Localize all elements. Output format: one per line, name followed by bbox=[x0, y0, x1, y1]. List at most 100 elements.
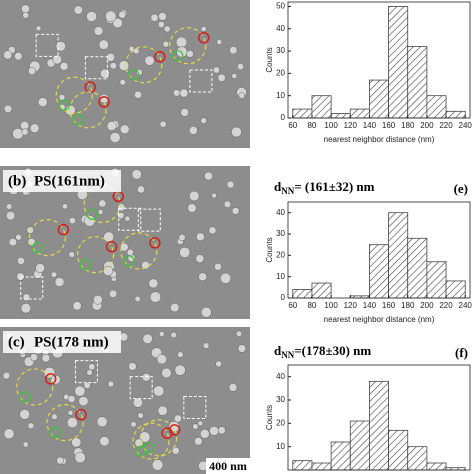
particle bbox=[142, 333, 153, 344]
particle bbox=[130, 421, 137, 428]
x-tick-label: 80 bbox=[307, 301, 316, 310]
particle bbox=[156, 354, 167, 365]
particle bbox=[151, 459, 164, 471]
particle bbox=[195, 254, 205, 263]
bar bbox=[330, 113, 351, 119]
particle bbox=[71, 437, 82, 448]
particle bbox=[35, 263, 45, 273]
square-guide bbox=[20, 276, 44, 300]
particle bbox=[188, 126, 198, 135]
particle bbox=[173, 89, 181, 97]
hexagon-guide bbox=[69, 91, 107, 129]
hexagon-guide bbox=[132, 422, 170, 460]
histogram-chart: 0 10 20 30 40 60 80 100 120 140 160 180 200 220 240 nea… bbox=[265, 179, 472, 324]
red-marker bbox=[161, 427, 173, 439]
plot-frame bbox=[287, 1, 471, 119]
particle bbox=[27, 422, 35, 430]
particle bbox=[98, 39, 109, 50]
annotation-symbol: d bbox=[274, 179, 282, 194]
annotation: dNN= (161±32) nm bbox=[274, 179, 375, 196]
green-marker bbox=[143, 442, 155, 454]
particle bbox=[214, 262, 222, 271]
particle bbox=[131, 169, 142, 180]
panel-label: (e) bbox=[454, 181, 468, 196]
red-marker bbox=[149, 237, 161, 249]
green-marker bbox=[135, 445, 147, 457]
square-guide bbox=[183, 396, 207, 420]
particle bbox=[118, 10, 127, 19]
particle bbox=[162, 40, 170, 48]
x-tick-label: 100 bbox=[324, 121, 338, 130]
particle bbox=[73, 5, 83, 15]
particle bbox=[211, 192, 217, 199]
particle bbox=[105, 10, 117, 22]
hexagon-guide bbox=[16, 368, 54, 406]
green-marker bbox=[86, 208, 98, 221]
particle bbox=[174, 364, 186, 376]
x-tick-label: 140 bbox=[363, 301, 377, 310]
particle bbox=[59, 62, 69, 71]
particle bbox=[144, 55, 155, 66]
particle bbox=[150, 13, 159, 22]
sem-image: (c) PS(178 nm) 400 nm bbox=[0, 327, 250, 474]
green-marker bbox=[172, 50, 184, 62]
plot-frame bbox=[287, 201, 471, 299]
particle bbox=[86, 11, 97, 22]
particle bbox=[231, 73, 238, 79]
particle bbox=[51, 413, 58, 420]
y-tick-label: 40 bbox=[276, 208, 285, 217]
particle bbox=[74, 451, 86, 464]
red-marker bbox=[168, 424, 181, 436]
green-marker bbox=[123, 255, 135, 267]
green-marker bbox=[31, 242, 43, 254]
particle bbox=[186, 50, 194, 58]
particle bbox=[226, 180, 235, 189]
particle bbox=[106, 121, 117, 131]
particle bbox=[212, 66, 220, 74]
bar bbox=[292, 460, 313, 471]
histogram-chart: 10 20 30 40 Counts dNN=(178±30) nm (f) bbox=[265, 343, 471, 471]
hexagon-guide bbox=[169, 27, 207, 65]
hexagon-guide bbox=[125, 46, 163, 84]
particle bbox=[112, 17, 123, 29]
sem-image bbox=[0, 0, 250, 148]
x-tick-label: 80 bbox=[307, 121, 316, 130]
particle bbox=[107, 380, 115, 388]
particle bbox=[5, 211, 16, 221]
particle bbox=[148, 278, 159, 289]
particle bbox=[17, 257, 25, 265]
red-marker bbox=[75, 408, 87, 421]
particle bbox=[12, 128, 24, 140]
square-guide bbox=[74, 360, 98, 384]
y-tick-label: 30 bbox=[276, 395, 285, 404]
y-tick-label: 20 bbox=[276, 250, 285, 259]
x-tick-label: 180 bbox=[401, 121, 415, 130]
square-guide bbox=[118, 207, 142, 231]
bar bbox=[426, 462, 447, 471]
particle bbox=[119, 124, 130, 135]
particle bbox=[20, 303, 32, 314]
particle bbox=[231, 207, 240, 215]
x-tick-label: 200 bbox=[420, 301, 434, 310]
green-marker bbox=[49, 427, 61, 439]
particle bbox=[157, 21, 165, 28]
particle bbox=[37, 97, 48, 108]
particle bbox=[161, 367, 172, 379]
particle bbox=[29, 123, 40, 133]
bar bbox=[369, 380, 389, 471]
particle bbox=[22, 293, 31, 302]
particle bbox=[21, 128, 29, 136]
particle bbox=[93, 294, 103, 305]
particle bbox=[15, 234, 22, 241]
y-tick-label: 20 bbox=[276, 418, 285, 427]
particle bbox=[93, 26, 104, 36]
y-axis-title: Counts bbox=[265, 405, 274, 430]
bar bbox=[388, 212, 409, 299]
particle bbox=[109, 132, 121, 143]
x-axis-title: nearest neighbor distance (nm) bbox=[324, 135, 435, 144]
particle bbox=[229, 46, 238, 55]
label-backdrop bbox=[3, 170, 121, 192]
bar bbox=[407, 446, 428, 471]
bar bbox=[311, 462, 332, 471]
